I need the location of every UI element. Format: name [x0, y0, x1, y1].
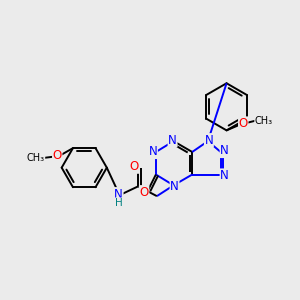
Text: N: N	[170, 180, 179, 193]
Text: N: N	[168, 134, 177, 147]
Text: O: O	[140, 186, 149, 199]
Text: O: O	[52, 149, 62, 163]
Text: N: N	[205, 134, 213, 147]
Text: N: N	[114, 188, 123, 201]
Text: N: N	[220, 145, 229, 158]
Text: N: N	[220, 169, 229, 182]
Text: CH₃: CH₃	[27, 153, 45, 163]
Text: O: O	[238, 117, 248, 130]
Text: O: O	[130, 160, 139, 173]
Text: H: H	[115, 198, 122, 208]
Text: N: N	[148, 146, 157, 158]
Text: CH₃: CH₃	[255, 116, 273, 126]
